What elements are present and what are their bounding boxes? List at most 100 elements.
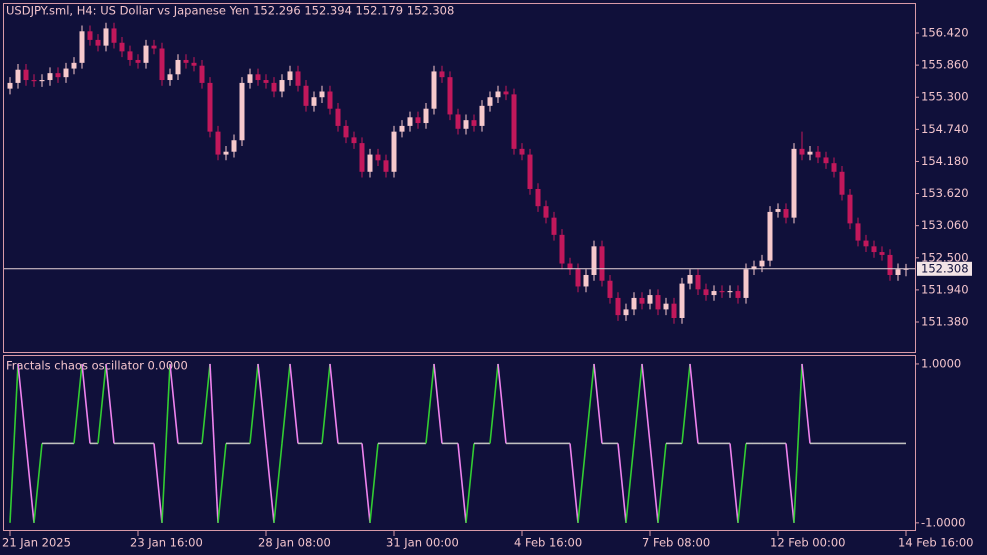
candle-body xyxy=(415,117,421,124)
candle-body xyxy=(463,120,469,129)
candle-body xyxy=(359,143,365,172)
candle-body xyxy=(607,280,613,298)
oscillator-segment xyxy=(425,363,435,444)
oscillator-segment xyxy=(289,363,299,444)
candle-body xyxy=(311,97,317,106)
oscillator-segment xyxy=(105,363,115,444)
candle-body xyxy=(783,209,789,218)
candle-body xyxy=(495,91,501,98)
x-tick-label: 31 Jan 00:00 xyxy=(386,536,459,550)
candle-body xyxy=(679,283,685,318)
candle-body xyxy=(247,74,253,83)
candle-body xyxy=(143,45,149,63)
candle-body xyxy=(535,188,541,207)
candle-body xyxy=(31,80,37,82)
candle-body xyxy=(471,120,477,126)
candle-body xyxy=(879,252,885,255)
candle-body xyxy=(327,91,333,109)
oscillator-segment xyxy=(169,363,179,444)
candle-body xyxy=(663,303,669,310)
candle-body xyxy=(479,105,485,126)
candle-body xyxy=(527,154,533,189)
candle-body xyxy=(839,171,845,195)
candle-body xyxy=(231,140,237,152)
oscillator-segment xyxy=(265,443,275,523)
candle-body xyxy=(175,59,181,75)
oscillator-segment xyxy=(737,443,747,523)
candle-body xyxy=(71,62,77,69)
candle-body xyxy=(767,211,773,261)
oscillator-segment xyxy=(17,363,27,444)
y-tick-label: -1.0000 xyxy=(921,515,965,529)
candle-body xyxy=(383,160,389,172)
candle-body xyxy=(575,269,581,287)
oscillator-segment xyxy=(497,363,507,444)
x-tick-label: 4 Feb 16:00 xyxy=(514,536,582,550)
candle-body xyxy=(487,97,493,106)
candle-body xyxy=(439,71,445,78)
oscillator-segment xyxy=(9,363,19,523)
candle-body xyxy=(7,82,13,89)
candle-body xyxy=(591,246,597,275)
candle-body xyxy=(759,260,765,267)
candle-body xyxy=(599,246,605,281)
candle-body xyxy=(119,42,125,52)
y-tick-label: 1.0000 xyxy=(921,356,961,370)
candle-body xyxy=(55,73,61,78)
oscillator-segment xyxy=(785,443,795,523)
y-tick-label: 152.500 xyxy=(921,250,969,264)
candle-body xyxy=(703,289,709,296)
candle-body xyxy=(335,108,341,126)
candle-body xyxy=(135,59,141,63)
y-tick-label: 153.620 xyxy=(921,186,969,200)
oscillator-segment xyxy=(585,363,595,444)
candle-body xyxy=(95,39,101,46)
x-tick-label: 21 Jan 2025 xyxy=(2,536,71,550)
y-tick-label: 154.180 xyxy=(921,154,969,168)
oscillator-segment xyxy=(281,363,291,444)
candle-body xyxy=(807,151,813,155)
oscillator-segment xyxy=(161,363,171,523)
oscillator-segment xyxy=(369,443,379,523)
candle-body xyxy=(47,73,53,81)
y-tick-label: 155.860 xyxy=(921,58,969,72)
candle-body xyxy=(447,77,453,115)
oscillator-segment xyxy=(73,363,83,444)
candle-body xyxy=(519,148,525,155)
candle-body xyxy=(63,68,69,78)
oscillator-segment xyxy=(457,443,467,523)
indicator-title: Fractals chaos oscillator 0.0000 xyxy=(6,359,188,373)
candle-body xyxy=(223,151,229,155)
candle-body xyxy=(639,297,645,304)
candle-body xyxy=(103,28,109,46)
candle-body xyxy=(751,266,757,270)
oscillator-segment xyxy=(641,363,651,444)
candle-body xyxy=(183,59,189,63)
candle-body xyxy=(15,69,21,83)
candle-body xyxy=(743,269,749,298)
candle-body xyxy=(191,62,197,66)
oscillator-segment xyxy=(361,443,371,523)
x-tick-label: 23 Jan 16:00 xyxy=(130,536,203,550)
candle-body xyxy=(351,137,357,144)
candle-body xyxy=(79,31,85,63)
candle-body xyxy=(863,240,869,247)
candle-body xyxy=(151,45,157,49)
oscillator-segment xyxy=(273,443,283,523)
candle-body xyxy=(375,154,381,161)
x-tick-label: 14 Feb 16:00 xyxy=(898,536,973,550)
candle-body xyxy=(423,108,429,124)
candle-body xyxy=(831,163,837,172)
candle-body xyxy=(799,148,805,155)
oscillator-segment xyxy=(569,443,579,523)
oscillator-segment xyxy=(25,443,35,523)
candle-body xyxy=(39,80,45,82)
y-tick-label: 155.300 xyxy=(921,90,969,104)
candle-body xyxy=(295,71,301,86)
candle-body xyxy=(623,309,629,316)
candle-body xyxy=(695,274,701,290)
y-tick-label: 153.060 xyxy=(921,218,969,232)
candle-body xyxy=(631,297,637,310)
candle-body xyxy=(207,82,213,132)
candle-body xyxy=(775,209,781,212)
